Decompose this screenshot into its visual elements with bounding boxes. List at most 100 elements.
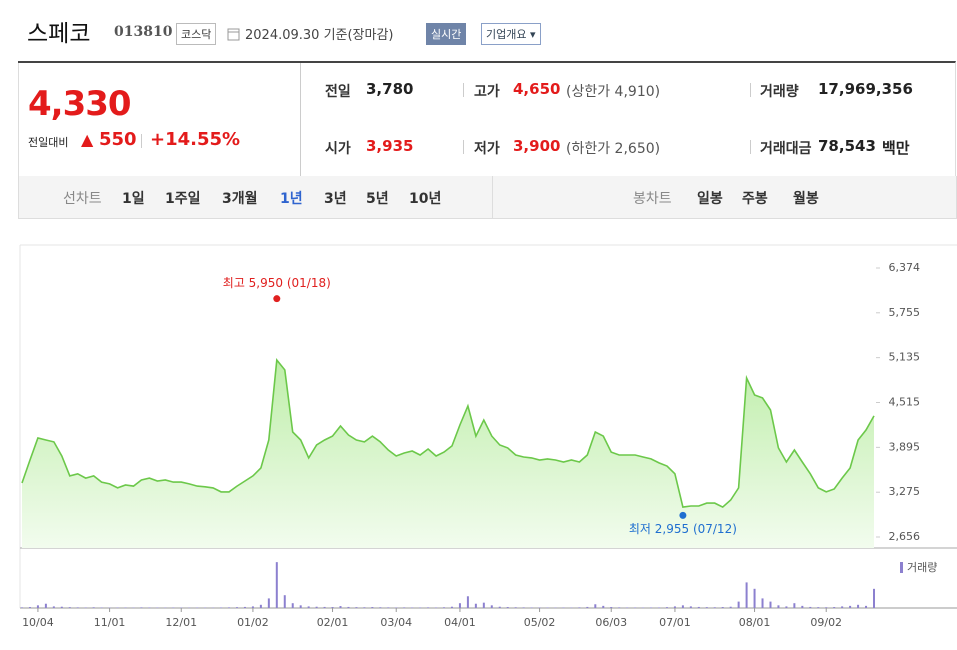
period-tab[interactable]: 3년 (324, 191, 347, 207)
stat-unit: 백만 (882, 139, 910, 157)
annotation-label: 최저 2,955 (07/12) (629, 522, 737, 536)
volume-bar (148, 607, 151, 608)
annotation-marker (679, 511, 687, 519)
x-tick-label: 11/01 (94, 616, 126, 629)
x-tick-label: 12/01 (165, 616, 197, 629)
volume-bar (522, 607, 525, 608)
period-tab[interactable]: 주봉 (742, 191, 768, 207)
volume-bar (737, 601, 740, 608)
volume-bar (849, 605, 852, 608)
volume-bar (514, 607, 517, 608)
volume-bar (482, 602, 485, 608)
period-tab[interactable]: 일봉 (697, 191, 723, 207)
volume-bar (530, 607, 533, 608)
x-tick-label: 05/02 (524, 616, 556, 629)
up-arrow: ▲ (81, 130, 94, 149)
x-tick-label: 06/03 (595, 616, 627, 629)
stat-value: 78,543 (818, 137, 876, 155)
volume-bar (435, 607, 438, 608)
price-line (21, 357, 875, 509)
volume-bar (769, 601, 772, 608)
volume-bar (586, 606, 589, 608)
volume-bar (626, 607, 629, 608)
volume-bar (673, 606, 676, 608)
y-tick-label: 3,275 (889, 485, 921, 498)
volume-bar (92, 607, 95, 608)
stat-value: 17,969,356 (818, 80, 913, 98)
stat-value: 4,650 (513, 80, 561, 98)
period-tab[interactable]: 1일 (122, 191, 145, 207)
x-tick-label: 09/02 (810, 616, 842, 629)
volume-bar (873, 588, 875, 608)
calendar-icon (227, 28, 240, 41)
volume-bar (124, 607, 127, 608)
stat-value: 3,935 (366, 137, 414, 155)
volume-bar (52, 606, 55, 608)
price-panel (18, 63, 301, 176)
y-tick-label: 2,656 (889, 530, 921, 543)
volume-bar (817, 607, 820, 608)
volume-bar (84, 607, 87, 608)
period-tab[interactable]: 10년 (409, 191, 442, 207)
volume-bar (411, 607, 414, 608)
volume-bar (355, 607, 358, 608)
volume-bar (259, 604, 262, 608)
volume-bar (267, 598, 270, 608)
candle-chart-label: 봉차트 (633, 191, 672, 207)
volume-bar (705, 607, 708, 608)
realtime-button[interactable]: 실시간 (426, 23, 467, 45)
stat-label: 시가 (325, 141, 351, 157)
volume-bar (315, 606, 318, 608)
volume-bar (419, 607, 422, 608)
period-tab[interactable]: 1년 (280, 191, 303, 207)
volume-bar (28, 607, 31, 608)
volume-bar (243, 606, 246, 608)
volume-bar (578, 607, 581, 608)
stock-code: 013810 (114, 24, 173, 40)
x-tick-label: 01/02 (237, 616, 269, 629)
company-info-button[interactable]: 기업개요 ▾ (481, 23, 541, 45)
volume-bar (363, 607, 366, 608)
period-tab[interactable]: 1주일 (165, 191, 201, 207)
volume-bar (68, 607, 71, 608)
volume-bar (801, 605, 804, 608)
change: 550 (99, 129, 137, 150)
legend-label: 거래량 (907, 561, 937, 574)
volume-bar (60, 606, 63, 608)
volume-bar (594, 604, 597, 608)
volume-bar (490, 605, 493, 608)
period-tab[interactable]: 월봉 (793, 191, 819, 207)
volume-bar (379, 607, 382, 608)
divider (141, 134, 142, 148)
volume-bar (721, 607, 724, 608)
stat-value: 3,780 (366, 80, 414, 98)
volume-bar (395, 607, 398, 608)
volume-bar (283, 595, 286, 608)
x-tick-label: 04/01 (444, 616, 476, 629)
volume-bar (172, 607, 175, 608)
volume-bar (76, 607, 79, 608)
volume-bar (36, 605, 39, 608)
volume-bar (841, 606, 844, 608)
volume-bar (809, 606, 812, 608)
volume-bar (713, 607, 716, 608)
period-tab[interactable]: 5년 (366, 191, 389, 207)
volume-bar (793, 603, 796, 608)
period-tab[interactable]: 3개월 (222, 191, 258, 207)
volume-bar (220, 607, 223, 608)
price-area (22, 360, 874, 548)
x-tick-label: 10/04 (22, 616, 54, 629)
stat-label: 거래대금 (760, 141, 812, 157)
volume-bar (403, 607, 406, 608)
change-pct: +14.55% (150, 129, 241, 150)
volume-bar (865, 605, 868, 608)
volume-bar (745, 582, 748, 608)
y-tick-label: 6,374 (889, 261, 921, 274)
volume-bar (44, 603, 47, 608)
y-tick-label: 5,135 (889, 351, 921, 364)
volume-bar (689, 606, 692, 608)
divider (750, 140, 751, 154)
y-tick-label: 4,515 (889, 396, 921, 409)
volume-bar (833, 607, 836, 608)
